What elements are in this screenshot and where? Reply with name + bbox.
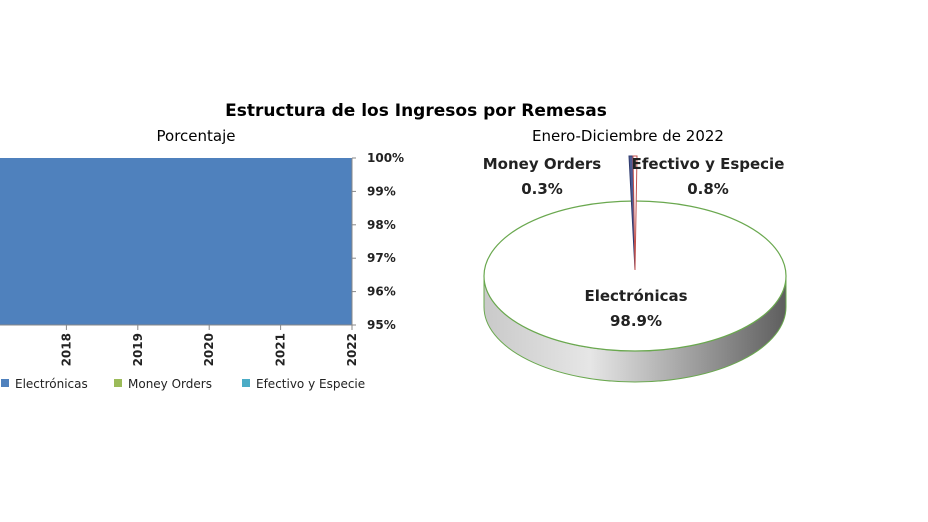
y-tick-label: 98% [367,218,396,232]
y-tick-label: 99% [367,184,396,198]
pie-labels: Electrónicas 98.9% Money Orders 0.3% Efectiv… [483,155,785,330]
pie-slice-2 [632,155,638,271]
chart-main-title: Estructura de los Ingresos por Remesas [225,101,607,121]
legend-swatch [1,379,9,387]
pie-label-name-0: Electrónicas [584,287,687,305]
y-tick-label: 100% [367,151,404,165]
pie-label-value-2: 0.8% [687,180,729,198]
x-tick-label: 2020 [202,333,216,366]
pie-chart-subtitle: Enero-Diciembre de 2022 [532,127,724,145]
legend-item-2: Efectivo y Especie [242,377,365,391]
legend-item-0: Electrónicas [1,377,88,391]
area-chart: Porcentaje 95%96%97%98%99%100% 2017 2018 2… [0,127,404,391]
pie-label-value-1: 0.3% [521,180,563,198]
x-tick-label: 2022 [345,333,359,366]
pie-body [483,155,787,383]
pie-label-name-2: Efectivo y Especie [632,155,785,173]
y-tick-label: 95% [367,318,396,332]
x-axis-ticks: 2017 2018 2019 2020 2021 2022 [0,325,359,366]
legend-label: Efectivo y Especie [256,377,365,391]
pie-chart: Enero-Diciembre de 2022 Electrónicas 98.9… [483,127,787,383]
x-tick-label: 2019 [131,333,145,366]
y-tick-label: 96% [367,285,396,299]
x-tick-label: 2017 [0,333,2,366]
pie-label-name-1: Money Orders [483,155,602,173]
area-plot-frame [0,158,353,326]
legend-label: Electrónicas [15,377,88,391]
legend-swatch [114,379,122,387]
legend-label: Money Orders [128,377,212,391]
area-plot [0,158,352,325]
legend-swatch [242,379,250,387]
y-tick-label: 97% [367,251,396,265]
area-legend: Electrónicas Money Orders Efectivo y Espec… [1,377,365,391]
pie-label-value-0: 98.9% [610,312,662,330]
legend-item-1: Money Orders [114,377,212,391]
x-tick-label: 2021 [274,333,288,366]
area-series-0 [0,158,352,325]
y-axis-ticks: 95% 96% 97% 98% 99% 100% [352,151,404,332]
x-tick-label: 2018 [59,333,73,366]
area-chart-subtitle: Porcentaje [157,127,236,145]
